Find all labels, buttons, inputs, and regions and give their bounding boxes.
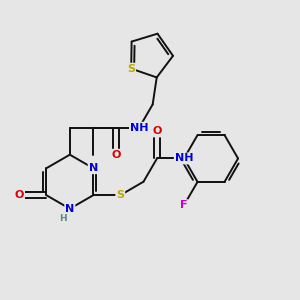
Text: F: F — [180, 200, 188, 210]
Text: NH: NH — [175, 154, 193, 164]
Text: N: N — [88, 163, 98, 173]
Text: S: S — [116, 190, 124, 200]
Text: NH: NH — [130, 123, 148, 133]
Text: O: O — [112, 150, 121, 160]
Text: O: O — [15, 190, 24, 200]
Text: N: N — [65, 204, 74, 214]
Text: S: S — [127, 64, 135, 74]
Text: H: H — [59, 214, 67, 223]
Text: O: O — [152, 127, 162, 136]
